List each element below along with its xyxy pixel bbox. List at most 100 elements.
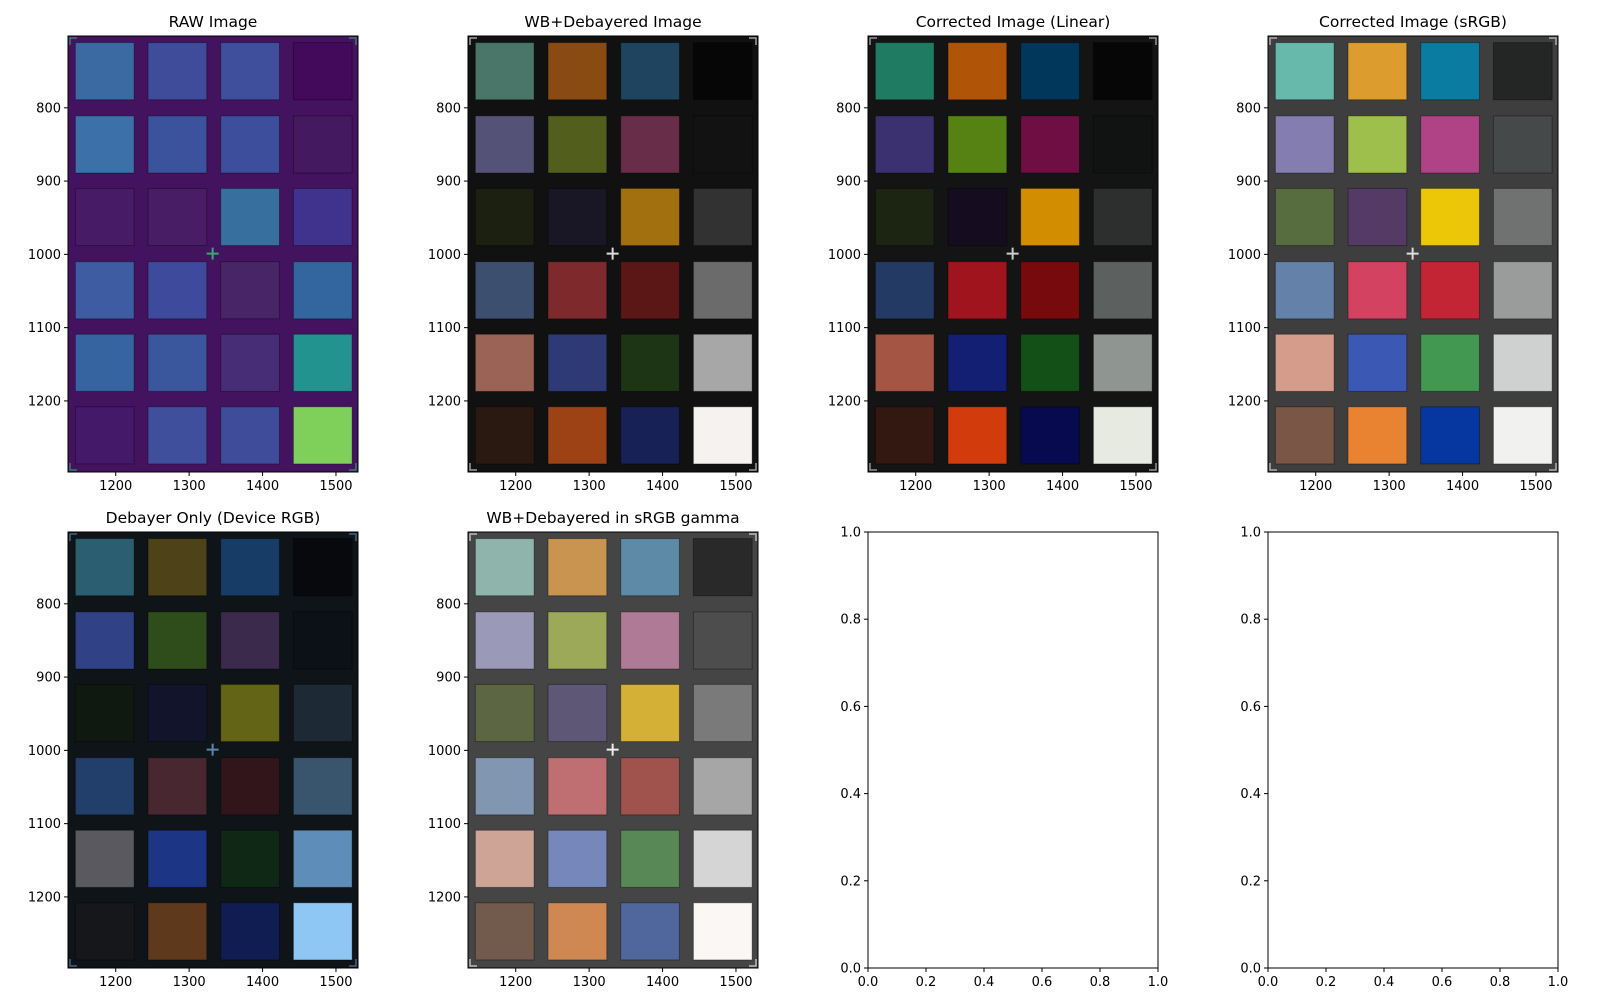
color-patch — [620, 757, 680, 816]
x-tick-label: 1200 — [99, 479, 132, 494]
color-patch — [147, 187, 208, 247]
corner-mark — [349, 37, 357, 45]
y-tick-label: 900 — [436, 175, 461, 190]
x-tick-label: 1300 — [173, 479, 206, 494]
center-marker — [1406, 247, 1419, 260]
color-patch — [620, 829, 680, 888]
color-patch — [220, 611, 280, 670]
y-tick-label: 1100 — [28, 321, 61, 336]
y-tick-label: 800 — [1236, 101, 1261, 116]
axes-frame — [867, 531, 1159, 969]
y-tick-label: 900 — [436, 671, 461, 686]
color-patch — [474, 261, 535, 320]
color-patch — [1274, 115, 1335, 174]
subplot-2: 1200 1300 1400 1500 800 900 1000 1100 1200 WB+Deb… — [428, 13, 759, 494]
color-patch — [692, 538, 753, 597]
color-patch — [547, 757, 608, 816]
color-patch — [1020, 261, 1080, 320]
y-tick-label: 0.2 — [840, 874, 861, 889]
color-patch — [692, 406, 753, 465]
color-patch — [474, 829, 535, 888]
color-patch — [147, 829, 208, 888]
corner-mark — [469, 37, 477, 45]
center-marker — [206, 743, 219, 756]
corner-mark — [469, 533, 477, 541]
corner-mark — [1549, 463, 1557, 471]
color-patch — [147, 538, 208, 597]
center-marker — [606, 743, 619, 756]
color-patch — [74, 757, 135, 816]
color-patch — [147, 406, 208, 465]
color-patch — [692, 261, 753, 320]
color-patch — [874, 333, 935, 392]
corner-mark — [469, 463, 477, 471]
color-patch — [692, 757, 753, 816]
color-patch — [1347, 406, 1408, 465]
color-patch — [620, 538, 680, 597]
x-tick-label: 1300 — [973, 479, 1006, 494]
subplot-title: Corrected Image (Linear) — [916, 13, 1111, 31]
color-patch — [147, 757, 208, 816]
color-patch — [1274, 406, 1335, 465]
subplot-title: RAW Image — [169, 13, 258, 31]
color-patch — [1020, 333, 1080, 392]
x-tick-label: 0.2 — [916, 975, 937, 990]
axes-frame — [1267, 531, 1559, 969]
color-patch — [474, 757, 535, 816]
corner-mark — [749, 463, 757, 471]
subplot-8: 0.0 0.2 0.4 0.6 0.8 1.0 0.0 0.2 0.4 0.6 0.8 1.0 — [1240, 526, 1568, 991]
x-tick-label: 1300 — [573, 975, 606, 990]
color-patch — [74, 683, 135, 743]
color-patch — [474, 42, 535, 101]
color-patch — [220, 115, 280, 174]
color-patch — [220, 261, 280, 320]
y-tick-label: 1.0 — [840, 526, 861, 541]
x-tick-label: 0.0 — [1258, 975, 1279, 990]
color-patch — [220, 829, 280, 888]
color-patch — [1274, 333, 1335, 392]
x-tick-label: 1500 — [319, 479, 352, 494]
y-tick-label: 900 — [36, 671, 61, 686]
y-tick-label: 1000 — [28, 248, 61, 263]
corner-mark — [749, 533, 757, 541]
x-tick-label: 1300 — [1373, 479, 1406, 494]
color-patch — [692, 829, 753, 888]
y-tick-label: 800 — [436, 597, 461, 612]
x-tick-label: 1200 — [899, 479, 932, 494]
y-tick-label: 0.0 — [840, 962, 861, 977]
color-patch — [620, 683, 680, 743]
subplot-title: Debayer Only (Device RGB) — [106, 509, 321, 527]
color-patch — [692, 611, 753, 670]
corner-mark — [1269, 463, 1277, 471]
x-tick-label: 0.8 — [1090, 975, 1111, 990]
color-patch — [147, 42, 208, 101]
color-patch — [292, 42, 353, 101]
color-patch — [947, 333, 1008, 392]
color-patch — [74, 187, 135, 247]
color-patch — [547, 187, 608, 247]
color-patch — [474, 406, 535, 465]
color-patch — [620, 902, 680, 961]
color-patch — [74, 406, 135, 465]
corner-mark — [1149, 37, 1157, 45]
x-tick-label: 1500 — [1119, 479, 1152, 494]
y-tick-label: 800 — [836, 101, 861, 116]
color-patch — [692, 683, 753, 743]
x-tick-label: 1400 — [246, 975, 279, 990]
y-tick-label: 1200 — [428, 394, 461, 409]
x-tick-label: 1400 — [646, 975, 679, 990]
color-patch — [692, 333, 753, 392]
y-tick-label: 800 — [36, 597, 61, 612]
color-patch — [692, 187, 753, 247]
y-tick-label: 800 — [436, 101, 461, 116]
color-patch — [292, 406, 353, 465]
y-tick-label: 0.4 — [1240, 787, 1261, 802]
color-patch — [620, 42, 680, 101]
x-tick-label: 1.0 — [1148, 975, 1169, 990]
color-patch — [1092, 115, 1153, 174]
corner-mark — [349, 533, 357, 541]
corner-mark — [349, 463, 357, 471]
center-marker — [1006, 247, 1019, 260]
y-tick-label: 900 — [836, 175, 861, 190]
color-patch — [1020, 115, 1080, 174]
